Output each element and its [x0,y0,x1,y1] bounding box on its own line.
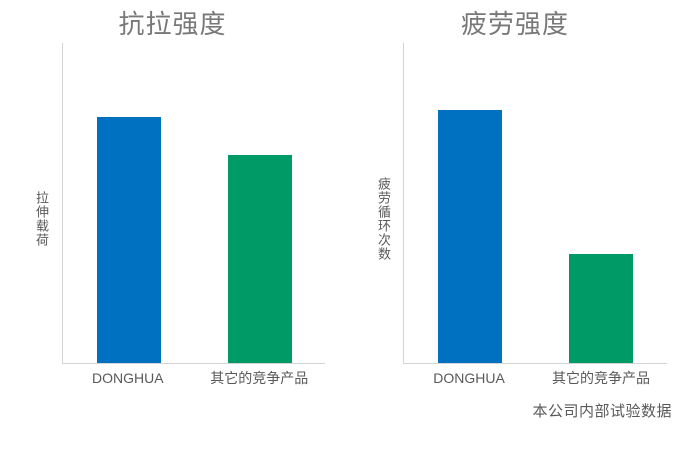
bar-donghua-tensile [96,116,161,363]
x-label-donghua-fatigue: DONGHUA [433,370,505,386]
footnote-internal-test-data: 本公司内部试验数据 [532,403,672,420]
bar-competitor-fatigue [569,254,634,363]
chart-title-fatigue: 疲劳强度 [460,9,569,39]
bar-slot-donghua-fatigue [404,43,536,363]
y-axis-label-column-tensile: 拉伸载荷 [20,43,62,364]
chart-fatigue-strength: 疲劳强度 疲劳循环次数 DONGHUA 其它的竞争产品 [363,6,667,387]
bar-slot-donghua-tensile [63,43,194,363]
y-axis-label-tensile: 拉伸载荷 [34,190,49,247]
x-axis-spacer [363,370,403,387]
x-axis-labels-tensile: DONGHUA 其它的竞争产品 [20,370,325,387]
bar-slot-competitor-tensile [194,43,325,363]
x-label-donghua-tensile: DONGHUA [91,370,164,386]
plot-row-tensile: 拉伸载荷 [20,43,325,364]
plot-area-tensile [62,43,325,364]
x-label-competitor-tensile: 其它的竞争产品 [210,370,309,386]
chart-title-tensile: 抗拉强度 [118,9,227,39]
x-axis-spacer [20,370,62,387]
bar-donghua-fatigue [437,110,502,363]
plot-row-fatigue: 疲劳循环次数 [363,43,667,364]
chart-tensile-strength: 抗拉强度 拉伸载荷 DONGHUA 其它的竞争产品 [20,6,325,387]
plot-area-fatigue [403,43,667,364]
bar-competitor-tensile [227,155,292,363]
bar-slot-competitor-fatigue [536,43,668,363]
y-axis-label-fatigue: 疲劳循环次数 [376,176,391,261]
x-label-competitor-fatigue: 其它的竞争产品 [552,370,650,386]
x-axis-labels-fatigue: DONGHUA 其它的竞争产品 [363,370,667,387]
y-axis-label-column-fatigue: 疲劳循环次数 [363,43,403,364]
